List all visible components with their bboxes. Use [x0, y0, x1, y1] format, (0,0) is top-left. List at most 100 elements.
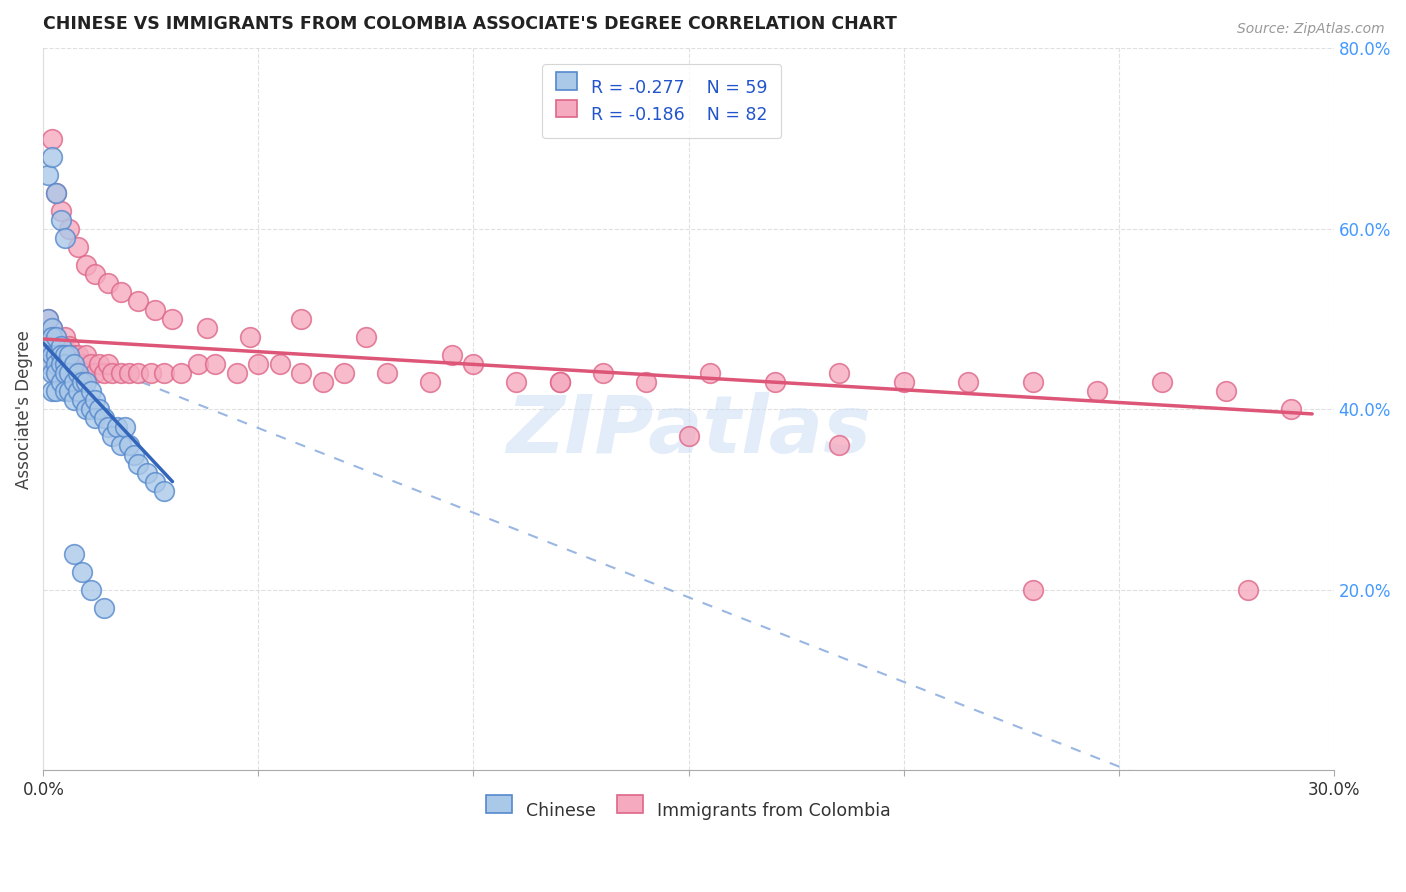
Point — [828, 366, 851, 380]
Point — [53, 348, 76, 362]
Point — [58, 366, 80, 380]
Point — [37, 339, 59, 353]
Point — [70, 565, 93, 579]
Point — [45, 348, 67, 362]
Point — [354, 330, 377, 344]
Point — [45, 186, 67, 200]
Point — [58, 357, 80, 371]
Point — [84, 366, 107, 380]
Point — [45, 330, 67, 344]
Legend: Chinese, Immigrants from Colombia: Chinese, Immigrants from Colombia — [479, 794, 897, 827]
Point — [139, 366, 162, 380]
Point — [53, 366, 76, 380]
Point — [53, 384, 76, 399]
Point — [75, 402, 97, 417]
Point — [84, 267, 107, 281]
Point — [105, 420, 128, 434]
Point — [80, 402, 103, 417]
Point — [97, 276, 120, 290]
Point — [37, 357, 59, 371]
Point — [699, 366, 721, 380]
Point — [49, 203, 72, 218]
Point — [548, 376, 571, 390]
Point — [49, 376, 72, 390]
Point — [45, 366, 67, 380]
Point — [419, 376, 441, 390]
Point — [290, 312, 312, 326]
Point — [75, 258, 97, 272]
Point — [45, 330, 67, 344]
Point — [62, 366, 84, 380]
Point — [53, 348, 76, 362]
Point — [45, 348, 67, 362]
Point — [41, 330, 63, 344]
Point — [37, 312, 59, 326]
Point — [505, 376, 527, 390]
Point — [463, 357, 485, 371]
Point — [41, 131, 63, 145]
Point — [37, 168, 59, 182]
Y-axis label: Associate's Degree: Associate's Degree — [15, 330, 32, 489]
Point — [195, 321, 218, 335]
Point — [114, 420, 136, 434]
Point — [312, 376, 335, 390]
Point — [1085, 384, 1108, 399]
Point — [110, 285, 132, 299]
Point — [1236, 582, 1258, 597]
Point — [49, 348, 72, 362]
Point — [58, 384, 80, 399]
Point — [66, 366, 89, 380]
Point — [66, 366, 89, 380]
Point — [66, 384, 89, 399]
Point — [828, 438, 851, 452]
Point — [58, 339, 80, 353]
Point — [127, 457, 149, 471]
Point — [1021, 582, 1043, 597]
Point — [53, 330, 76, 344]
Point — [45, 186, 67, 200]
Point — [763, 376, 786, 390]
Point — [37, 312, 59, 326]
Point — [97, 420, 120, 434]
Point — [93, 601, 115, 615]
Point — [122, 448, 145, 462]
Point — [49, 357, 72, 371]
Point — [893, 376, 915, 390]
Point — [62, 357, 84, 371]
Point — [41, 348, 63, 362]
Point — [70, 376, 93, 390]
Point — [226, 366, 249, 380]
Text: ZIPatlas: ZIPatlas — [506, 392, 872, 470]
Point — [440, 348, 463, 362]
Point — [41, 366, 63, 380]
Point — [80, 384, 103, 399]
Point — [269, 357, 291, 371]
Point — [1150, 376, 1173, 390]
Point — [548, 376, 571, 390]
Point — [101, 366, 124, 380]
Point — [170, 366, 193, 380]
Point — [49, 339, 72, 353]
Point — [110, 438, 132, 452]
Point — [84, 393, 107, 408]
Point — [239, 330, 262, 344]
Point — [53, 357, 76, 371]
Point — [58, 222, 80, 236]
Point — [53, 366, 76, 380]
Point — [143, 303, 166, 318]
Point — [135, 466, 157, 480]
Point — [80, 357, 103, 371]
Point — [66, 240, 89, 254]
Point — [1279, 402, 1302, 417]
Point — [62, 547, 84, 561]
Point — [49, 339, 72, 353]
Point — [187, 357, 209, 371]
Point — [162, 312, 184, 326]
Point — [62, 376, 84, 390]
Point — [153, 483, 176, 498]
Point — [41, 150, 63, 164]
Point — [45, 357, 67, 371]
Point — [75, 348, 97, 362]
Point — [97, 357, 120, 371]
Point — [45, 384, 67, 399]
